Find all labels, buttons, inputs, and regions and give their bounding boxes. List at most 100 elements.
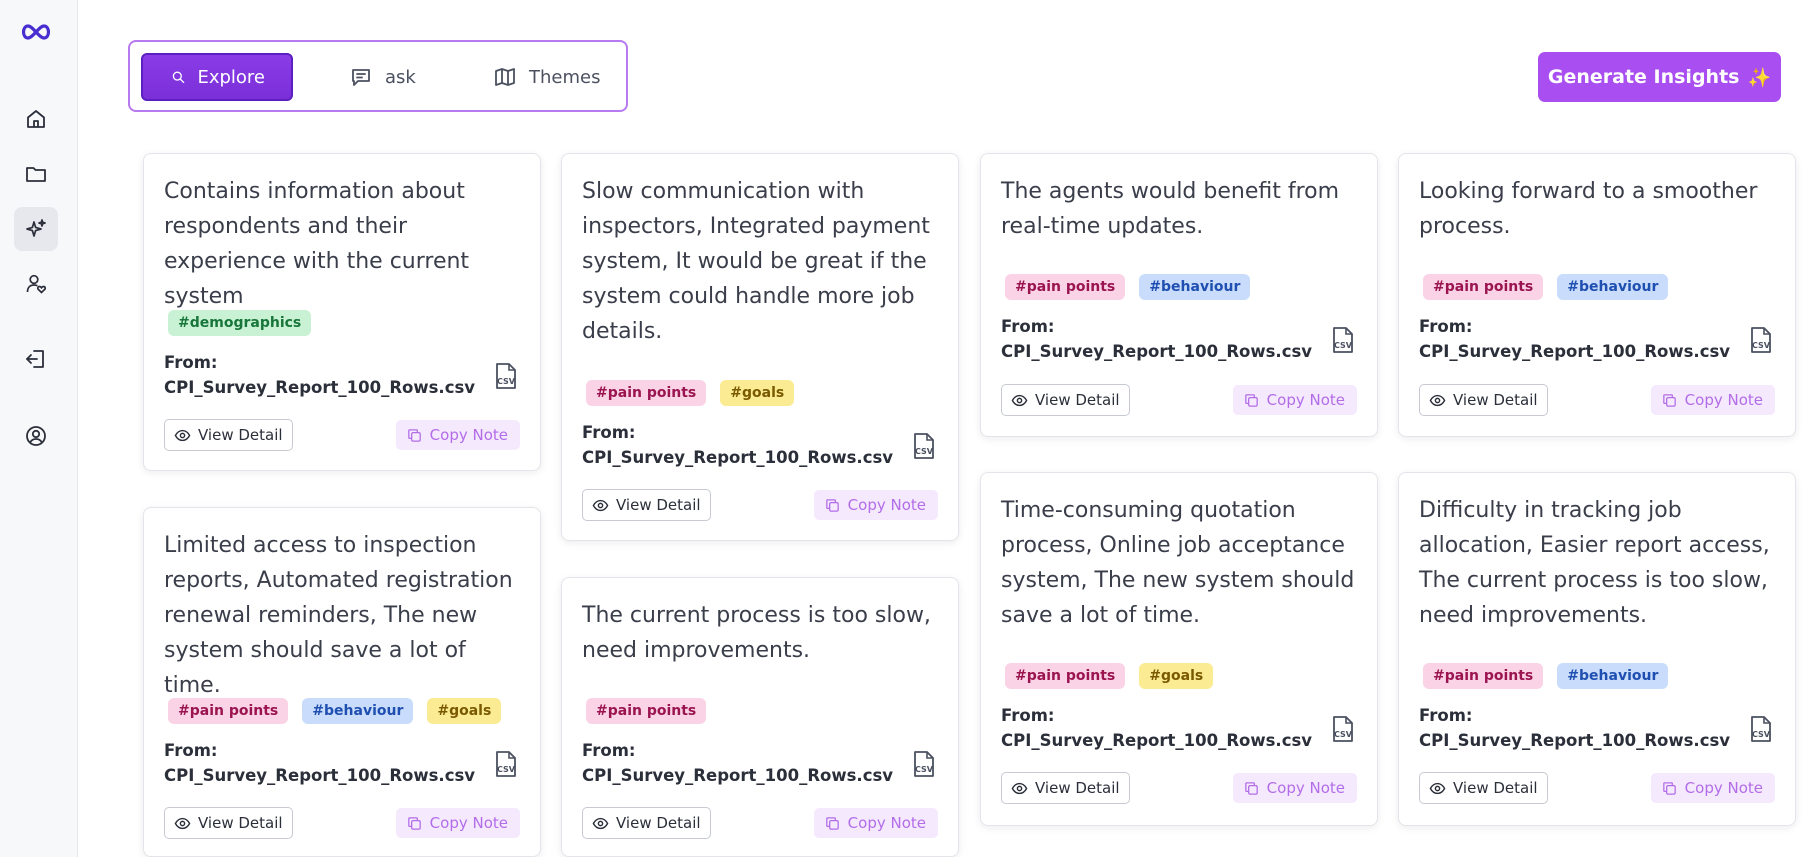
view-detail-label: View Detail [1035, 391, 1120, 409]
user-heart-icon [26, 274, 47, 294]
from-label: From: [1419, 706, 1473, 725]
tag-goals[interactable]: #goals [427, 698, 502, 724]
view-detail-label: View Detail [616, 496, 701, 514]
card-source: From: CPI_Survey_Report_100_Rows.csv [1419, 703, 1749, 753]
tag-demo[interactable]: #demographics [168, 310, 312, 336]
source-filename: CPI_Survey_Report_100_Rows.csv [1419, 731, 1731, 750]
copy-note-button[interactable]: Copy Note [1650, 773, 1775, 803]
sidebar [0, 0, 78, 857]
card-note-text: Looking forward to a smoother process. [1419, 179, 1758, 239]
insight-card: Time-consuming quotation process, Online… [980, 472, 1378, 826]
from-label: From: [164, 741, 218, 760]
tab-ask-label: ask [385, 66, 416, 88]
users-nav-button[interactable] [14, 262, 58, 306]
folder-nav-button[interactable] [14, 152, 58, 196]
source-filename: CPI_Survey_Report_100_Rows.csv [164, 378, 476, 397]
csv-file-icon: CSV [496, 751, 516, 777]
generate-insights-button[interactable]: Generate Insights ✨ [1538, 52, 1781, 102]
card-tags: #pain points #behaviour [1423, 274, 1669, 300]
insight-card: Slow communication with inspectors, Inte… [561, 153, 959, 541]
insight-card: Contains information about respondents a… [143, 153, 541, 471]
source-filename: CPI_Survey_Report_100_Rows.csv [1419, 342, 1731, 361]
eye-icon [1011, 782, 1028, 794]
tag-beh[interactable]: #behaviour [1139, 274, 1251, 300]
card-source: From: CPI_Survey_Report_100_Rows.csv [1001, 703, 1331, 753]
copy-note-label: Copy Note [1266, 391, 1345, 409]
card-note-text: Time-consuming quotation process, Online… [1001, 498, 1355, 628]
copy-icon [825, 816, 839, 830]
csv-icon-label: CSV [497, 765, 516, 774]
view-detail-button[interactable]: View Detail [1419, 384, 1548, 416]
copy-note-label: Copy Note [1684, 391, 1763, 409]
view-detail-button[interactable]: View Detail [1419, 772, 1548, 804]
copy-icon [407, 816, 421, 830]
sparkle-icon: ✨ [1747, 66, 1772, 89]
copy-note-button[interactable]: Copy Note [813, 490, 938, 520]
copy-icon [825, 498, 839, 512]
view-detail-label: View Detail [1453, 391, 1538, 409]
card-tags: #pain points #behaviour #goals [168, 698, 502, 724]
tab-themes[interactable]: Themes [493, 53, 600, 101]
view-detail-button[interactable]: View Detail [1001, 384, 1130, 416]
tag-pain[interactable]: #pain points [586, 698, 707, 724]
logout-nav-button[interactable] [14, 337, 58, 381]
eye-icon [1011, 394, 1028, 406]
copy-icon [1244, 781, 1258, 795]
copy-note-button[interactable]: Copy Note [395, 808, 520, 838]
view-detail-button[interactable]: View Detail [164, 419, 293, 451]
infinity-logo-icon[interactable] [19, 20, 53, 44]
csv-icon-label: CSV [915, 447, 934, 456]
csv-icon-label: CSV [1334, 341, 1353, 350]
csv-file-icon: CSV [914, 751, 934, 777]
copy-note-button[interactable]: Copy Note [1650, 385, 1775, 415]
card-tags: #pain points #behaviour [1423, 663, 1669, 689]
profile-nav-button[interactable] [14, 414, 58, 458]
copy-note-label: Copy Note [847, 814, 926, 832]
tag-pain[interactable]: #pain points [168, 698, 289, 724]
view-detail-button[interactable]: View Detail [164, 807, 293, 839]
csv-file-icon: CSV [1333, 716, 1353, 742]
copy-note-button[interactable]: Copy Note [1232, 385, 1357, 415]
card-source: From: CPI_Survey_Report_100_Rows.csv [164, 738, 494, 788]
view-detail-button[interactable]: View Detail [1001, 772, 1130, 804]
card-note-text: The agents would benefit from real-time … [1001, 179, 1340, 239]
tag-pain[interactable]: #pain points [586, 380, 707, 406]
tag-pain[interactable]: #pain points [1005, 274, 1126, 300]
source-filename: CPI_Survey_Report_100_Rows.csv [582, 448, 894, 467]
home-icon [27, 110, 45, 128]
insights-nav-button[interactable] [14, 207, 58, 251]
csv-icon-label: CSV [1752, 730, 1771, 739]
view-detail-label: View Detail [1035, 779, 1120, 797]
tag-goals[interactable]: #goals [1139, 663, 1214, 689]
tag-beh[interactable]: #behaviour [1557, 274, 1669, 300]
card-tags: #pain points [586, 698, 707, 724]
from-label: From: [1001, 317, 1055, 336]
eye-icon [174, 429, 191, 441]
copy-note-button[interactable]: Copy Note [395, 420, 520, 450]
tag-goals[interactable]: #goals [720, 380, 795, 406]
copy-note-button[interactable]: Copy Note [1232, 773, 1357, 803]
tag-pain[interactable]: #pain points [1005, 663, 1126, 689]
from-label: From: [1419, 317, 1473, 336]
tag-pain[interactable]: #pain points [1423, 663, 1544, 689]
insight-card: Looking forward to a smoother process. #… [1398, 153, 1796, 437]
card-tags: #pain points #goals [1005, 663, 1214, 689]
copy-note-label: Copy Note [429, 426, 508, 444]
view-detail-button[interactable]: View Detail [582, 489, 711, 521]
from-label: From: [582, 423, 636, 442]
card-source: From: CPI_Survey_Report_100_Rows.csv [164, 350, 494, 400]
tag-beh[interactable]: #behaviour [1557, 663, 1669, 689]
tab-explore-label: Explore [197, 66, 265, 88]
view-detail-button[interactable]: View Detail [582, 807, 711, 839]
copy-note-button[interactable]: Copy Note [813, 808, 938, 838]
tab-explore[interactable]: Explore [141, 53, 293, 101]
copy-icon [1662, 781, 1676, 795]
insight-card: Difficulty in tracking job allocation, E… [1398, 472, 1796, 826]
map-icon [495, 68, 515, 86]
home-nav-button[interactable] [14, 97, 58, 141]
view-tabs: Explore ask Themes [128, 40, 628, 112]
eye-icon [592, 499, 609, 511]
tag-beh[interactable]: #behaviour [302, 698, 414, 724]
tab-ask[interactable]: ask [349, 53, 416, 101]
tag-pain[interactable]: #pain points [1423, 274, 1544, 300]
